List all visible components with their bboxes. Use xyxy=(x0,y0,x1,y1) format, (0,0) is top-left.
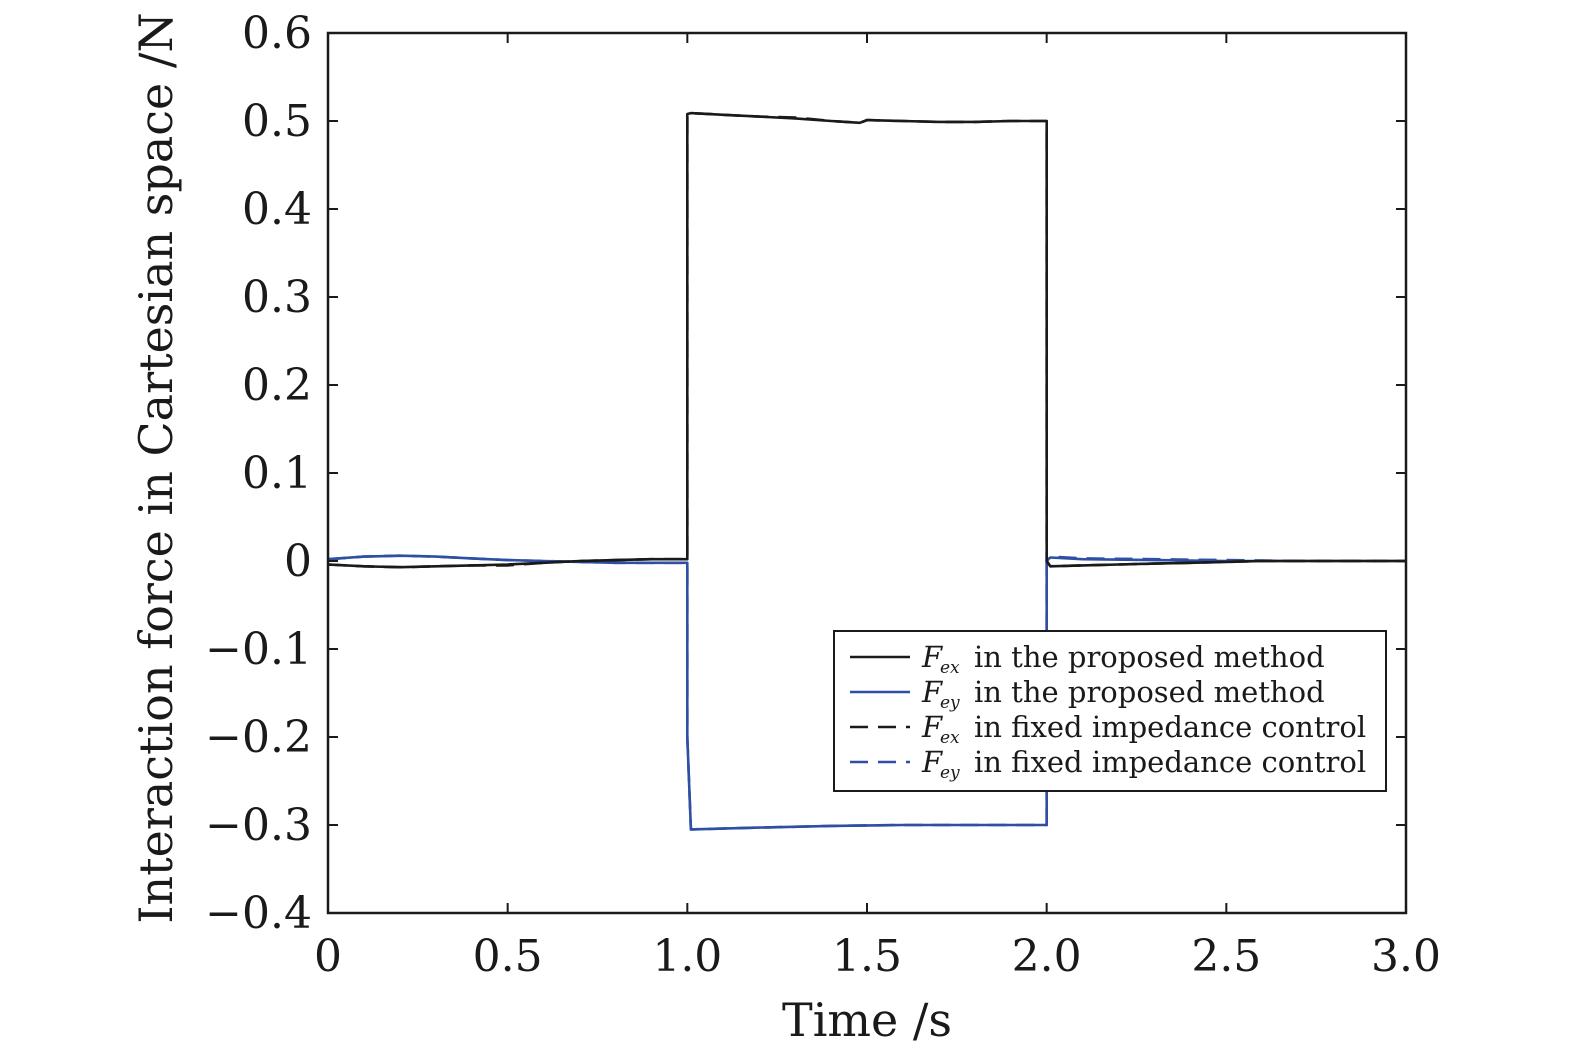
y-tick-label: −0.2 xyxy=(205,712,312,763)
y-axis-label: Interaction force in Cartesian space /N xyxy=(129,12,183,923)
y-tick-label: 0.1 xyxy=(242,448,312,499)
x-tick-label: 2.0 xyxy=(1012,931,1082,982)
legend-subscript: ey xyxy=(940,763,960,783)
legend-symbol: F xyxy=(921,640,943,674)
y-tick-label: −0.1 xyxy=(205,624,312,675)
legend-label: in the proposed method xyxy=(974,675,1325,709)
x-tick-label: 0.5 xyxy=(473,931,543,982)
series-layer xyxy=(327,111,1406,831)
x-tick-label: 3.0 xyxy=(1371,931,1441,982)
legend-symbol: F xyxy=(921,675,943,709)
y-tick-label: 0.2 xyxy=(242,360,312,411)
y-tick-label: 0.5 xyxy=(242,96,312,147)
tick-labels: 0 0.5 1.0 1.5 2.0 2.5 3.0 −0.4 −0.3 −0.2 −0.1 0 0.1 0… xyxy=(205,8,1441,982)
y-tick-label: −0.4 xyxy=(205,888,312,939)
x-axis-label: Time /s xyxy=(782,993,952,1047)
y-tick-label: −0.3 xyxy=(205,800,312,851)
legend-label: in fixed impedance control xyxy=(974,710,1366,744)
x-tick-label: 1.5 xyxy=(832,931,902,982)
y-tick-label: 0.4 xyxy=(242,184,312,235)
y-tick-label: 0.6 xyxy=(242,8,312,59)
x-tick-label: 2.5 xyxy=(1191,931,1261,982)
series-line-3 xyxy=(327,111,1406,569)
x-tick-label: 0 xyxy=(314,931,342,982)
x-tick-label: 1.0 xyxy=(652,931,722,982)
legend-label: in fixed impedance control xyxy=(974,745,1366,779)
y-tick-label: 0.3 xyxy=(242,272,312,323)
series-line-4 xyxy=(327,554,1406,831)
ticks-layer xyxy=(327,32,1407,914)
legend-symbol: F xyxy=(921,745,943,779)
legend-subscript: ey xyxy=(940,693,960,713)
legend: Fex in the proposed method Fey in the propo… xyxy=(833,630,1387,792)
legend-subscript: ex xyxy=(940,658,960,678)
legend-box xyxy=(833,630,1387,792)
legend-symbol: F xyxy=(921,710,943,744)
y-tick-label: 0 xyxy=(284,536,312,587)
legend-subscript: ex xyxy=(940,728,960,748)
legend-label: in the proposed method xyxy=(974,640,1325,674)
